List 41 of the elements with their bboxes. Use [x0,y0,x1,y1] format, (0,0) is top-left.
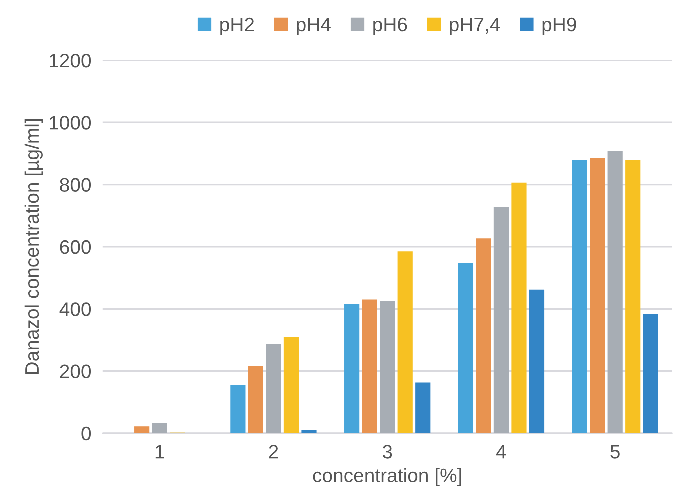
bar [416,382,431,434]
bar [362,300,378,434]
x-axis-title: concentration [%] [313,468,462,486]
bar [572,160,588,434]
y-tick-label: 800 [60,178,92,192]
legend-label: pH7,4 [450,18,500,36]
bar [266,344,282,434]
bar [134,426,150,434]
bar [626,160,641,434]
y-axis-title: Danazol concentration [µg/ml] [24,120,43,374]
bar [248,366,264,434]
y-tick-label: 1000 [50,116,92,130]
bar [398,252,413,434]
bar [458,263,474,434]
y-tick-label: 400 [60,302,92,316]
legend-label: pH9 [542,18,576,36]
bar [284,337,300,434]
bar [643,314,658,434]
bar [512,182,527,434]
bar [152,423,168,434]
y-tick-label: 200 [60,364,92,379]
legend-label: pH4 [297,18,331,36]
x-tick-label: 3 [382,445,392,459]
bar [529,290,545,434]
y-tick-label: 600 [60,240,92,254]
bar [590,158,606,434]
bar [608,151,623,434]
bar [302,430,317,434]
x-tick-label: 1 [156,445,164,459]
x-tick-label: 2 [269,445,278,459]
legend-label: pH6 [374,18,408,36]
bar [344,304,360,434]
x-tick-label: 4 [496,445,506,459]
legend-label: pH2 [220,18,254,36]
bar [476,238,492,434]
bar [230,385,246,434]
x-tick-label: 5 [610,445,620,459]
y-tick-label: 0 [82,426,92,441]
y-tick-label: 1200 [50,54,92,68]
bar [380,301,396,434]
bar [494,207,510,434]
